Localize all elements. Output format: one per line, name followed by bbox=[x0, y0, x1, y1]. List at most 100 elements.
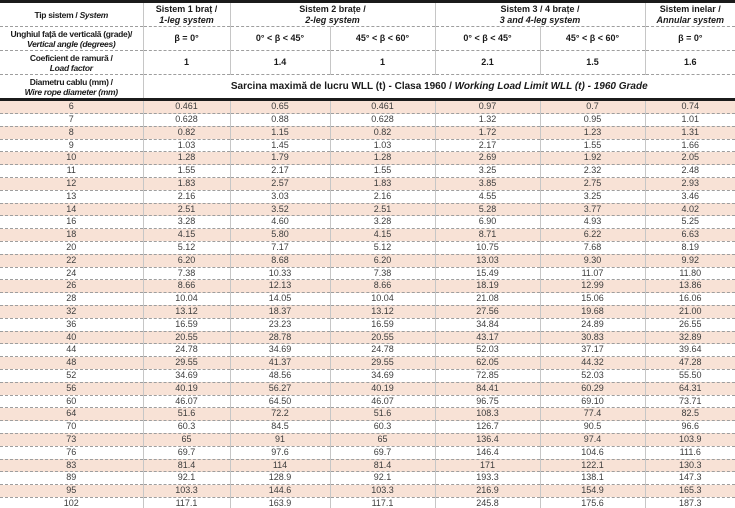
wll-value-cell: 13.12 bbox=[142, 304, 230, 319]
wll-value-cell: 10.75 bbox=[434, 240, 540, 255]
wll-value-cell: 11.07 bbox=[539, 266, 646, 280]
wll-value-cell: 122.1 bbox=[539, 458, 646, 472]
wll-value-cell: 69.10 bbox=[539, 394, 646, 408]
wll-value-cell: 126.7 bbox=[434, 420, 540, 434]
wll-value-cell: 3.85 bbox=[434, 177, 540, 191]
wll-value-cell: 5.80 bbox=[229, 228, 330, 242]
corner-label-en: System bbox=[79, 9, 109, 20]
table-row: 32 13.12 18.37 13.12 27.56 19.68 21.00 bbox=[0, 304, 735, 319]
system-1-leg-label-en: 1-leg system bbox=[159, 14, 214, 25]
wll-value-cell: 2.05 bbox=[644, 151, 735, 165]
table-row: 22 6.20 8.68 6.20 13.03 9.30 9.92 bbox=[0, 253, 735, 268]
diameter-cell: 6 bbox=[68, 101, 74, 112]
wll-value-cell: 69.7 bbox=[142, 445, 230, 460]
wll-value-cell: 16.06 bbox=[644, 292, 735, 306]
wll-value-cell: 5.25 bbox=[644, 215, 735, 229]
system-2-leg-label-en: 2-leg system bbox=[305, 14, 360, 25]
wll-value-cell: 52.03 bbox=[434, 343, 540, 357]
wll-value-cell: 43.17 bbox=[434, 330, 540, 344]
wll-value-cell: 1.92 bbox=[539, 151, 646, 165]
wll-value-cell: 1.79 bbox=[229, 151, 330, 165]
wll-value-cell: 6.20 bbox=[329, 253, 435, 268]
wll-value-cell: 0.628 bbox=[329, 113, 435, 127]
wll-value-cell: 51.6 bbox=[329, 407, 435, 421]
table-row: 70 60.3 84.5 60.3 126.7 90.5 96.6 bbox=[0, 420, 735, 434]
table-row: 14 2.51 3.52 2.51 5.28 3.77 4.02 bbox=[0, 202, 735, 216]
wll-value-cell: 82.5 bbox=[644, 407, 735, 421]
system-1-leg-label-ro: Sistem 1 braț / bbox=[155, 4, 218, 14]
wll-value-cell: 26.55 bbox=[644, 317, 735, 332]
diameter-cell: 32 bbox=[0, 304, 143, 319]
wll-value-cell: 13.03 bbox=[434, 253, 540, 268]
wll-value-cell: 5.12 bbox=[329, 240, 435, 255]
wll-value-cell: 1.03 bbox=[329, 138, 435, 152]
angle-label-en: Vertical angle (degrees) bbox=[27, 38, 116, 49]
diameter-cell: 8 bbox=[0, 125, 143, 140]
table-body: 6 0.461 0.65 0.461 0.97 0.7 0.74 7 0.628 0.88 0.62… bbox=[0, 99, 735, 508]
table-row: 7 0.628 0.88 0.628 1.32 0.95 1.01 bbox=[0, 113, 735, 127]
diameter-cell: 95 bbox=[0, 484, 143, 498]
wll-value-cell: 47.28 bbox=[644, 356, 735, 370]
wll-value-cell: 175.6 bbox=[539, 496, 646, 508]
diameter-cell: 14 bbox=[0, 202, 143, 216]
wll-value-cell: 46.07 bbox=[142, 394, 230, 408]
table-row: 44 24.78 34.69 24.78 52.03 37.17 39.64 bbox=[0, 343, 735, 357]
wll-value-cell: 3.28 bbox=[329, 215, 435, 229]
wll-value-cell: 18.37 bbox=[229, 304, 330, 319]
wll-value-cell: 65 bbox=[142, 432, 230, 447]
angle-label-ro: Unghiul față de verticală (grade)/ bbox=[10, 28, 133, 39]
system-header-row: Tip sistem / System Sistem 1 braț /1-leg… bbox=[0, 1, 735, 27]
wll-value-cell: 84.41 bbox=[434, 381, 540, 396]
wll-value-cell: 34.69 bbox=[329, 368, 435, 383]
wll-value-cell: 7.38 bbox=[329, 266, 435, 280]
table-row: 9 1.03 1.45 1.03 2.17 1.55 1.66 bbox=[0, 138, 735, 152]
diameter-cell: 11 bbox=[0, 164, 143, 178]
wll-value-cell: 9.92 bbox=[644, 253, 735, 268]
wll-value-cell: 24.78 bbox=[142, 343, 230, 357]
wll-value-cell: 3.77 bbox=[539, 202, 646, 216]
wll-value-cell: 2.16 bbox=[142, 189, 230, 204]
wll-value-cell: 117.1 bbox=[142, 496, 230, 508]
wll-value-cell: 81.4 bbox=[329, 458, 435, 472]
diameter-cell: 16 bbox=[0, 215, 143, 229]
wll-value-cell: 2.51 bbox=[142, 202, 230, 216]
wll-value-cell: 10.04 bbox=[142, 292, 230, 306]
wll-value-cell: 60.29 bbox=[539, 381, 646, 396]
wll-value-cell: 32.89 bbox=[644, 330, 735, 344]
table-row: 10 1.28 1.79 1.28 2.69 1.92 2.05 bbox=[0, 151, 735, 165]
table-row: 8 0.82 1.15 0.82 1.72 1.23 1.31 bbox=[0, 125, 735, 140]
wll-value-cell: 20.55 bbox=[142, 330, 230, 344]
angle-value-cell: 45° < β < 60° bbox=[329, 26, 435, 51]
diameter-cell: 26 bbox=[0, 279, 143, 293]
table-row: 20 5.12 7.17 5.12 10.75 7.68 8.19 bbox=[0, 240, 735, 255]
wll-value-cell: 7.68 bbox=[539, 240, 646, 255]
table-row: 83 81.4 114 81.4 171 122.1 130.3 bbox=[0, 458, 735, 472]
wll-value-cell: 37.17 bbox=[539, 343, 646, 357]
wll-value-cell: 9.30 bbox=[539, 253, 646, 268]
table-row: 89 92.1 128.9 92.1 193.3 138.1 147.3 bbox=[0, 471, 735, 485]
wll-value-cell: 171 bbox=[434, 458, 540, 472]
wll-value-cell: 73.71 bbox=[644, 394, 735, 408]
corner-label-ro: Tip sistem / bbox=[34, 9, 78, 20]
wll-value-cell: 111.6 bbox=[644, 445, 735, 460]
wll-value-cell: 55.50 bbox=[644, 368, 735, 383]
system-3-4-leg-label-ro: Sistem 3 / 4 brațe / bbox=[500, 4, 580, 14]
wll-value-cell: 1.28 bbox=[329, 151, 435, 165]
wll-value-cell: 28.78 bbox=[229, 330, 330, 344]
system-2-leg-header: Sistem 2 brațe /2-leg system bbox=[229, 1, 435, 27]
load-factor-label-en: Load factor bbox=[49, 62, 93, 73]
wll-value-cell: 8.71 bbox=[434, 228, 540, 242]
wll-value-cell: 0.82 bbox=[329, 125, 435, 140]
wll-value-cell: 60.3 bbox=[329, 420, 435, 434]
wll-value-cell: 48.56 bbox=[229, 368, 330, 383]
wll-value-cell: 6.90 bbox=[434, 215, 540, 229]
wll-value-cell: 0.97 bbox=[434, 99, 540, 114]
wll-value-cell: 1.66 bbox=[644, 138, 735, 152]
angle-value-cell: β = 0° bbox=[644, 26, 735, 51]
wll-value-cell: 7.17 bbox=[229, 240, 330, 255]
wll-value-cell: 2.32 bbox=[539, 164, 646, 178]
diameter-cell: 102 bbox=[0, 496, 143, 508]
wll-value-cell: 4.93 bbox=[539, 215, 646, 229]
wll-value-cell: 51.6 bbox=[142, 407, 230, 421]
diameter-cell: 40 bbox=[0, 330, 143, 344]
